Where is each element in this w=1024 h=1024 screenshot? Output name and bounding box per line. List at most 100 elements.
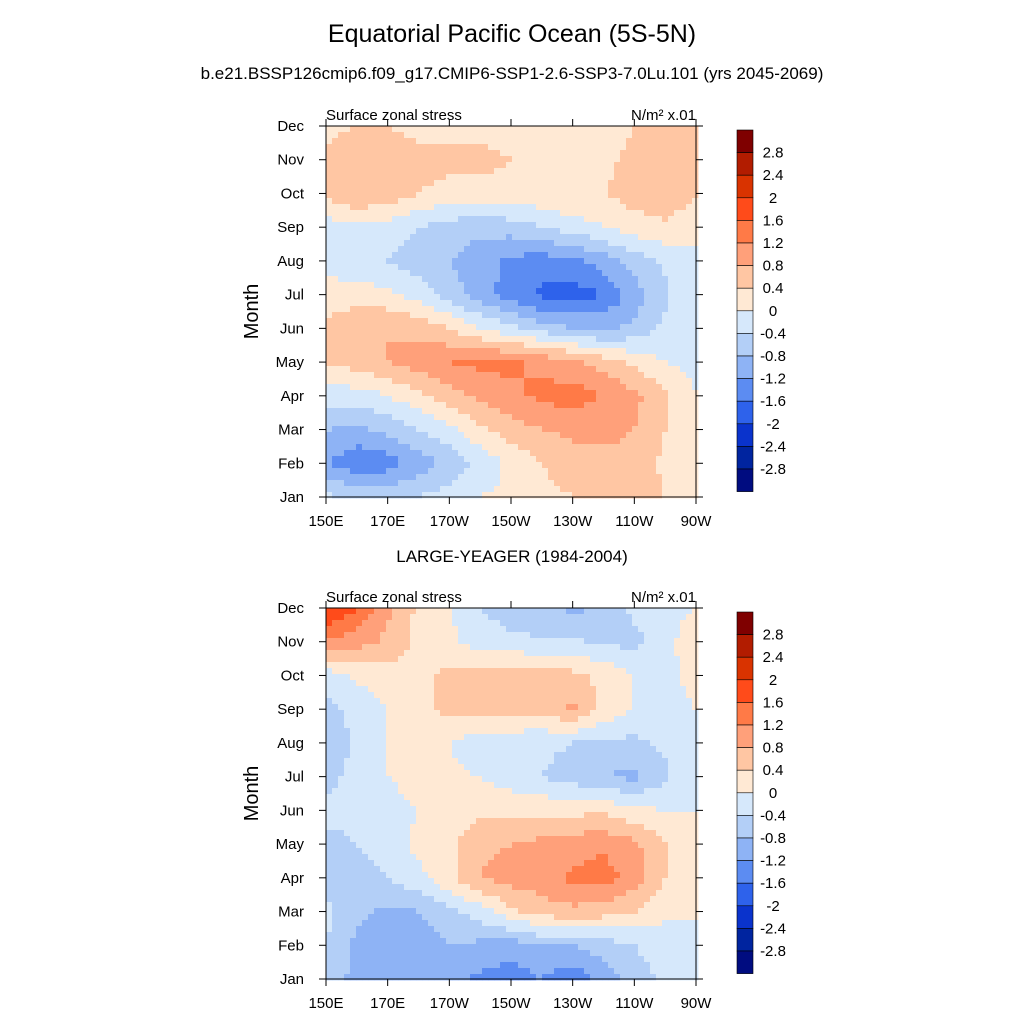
heatmap-cell (470, 704, 477, 711)
heatmap-cell (662, 662, 669, 669)
heatmap-cell (350, 456, 357, 463)
heatmap-cell (488, 438, 495, 445)
heatmap-cell (356, 312, 363, 319)
heatmap-cell (488, 384, 495, 391)
heatmap-cell (518, 306, 525, 313)
heatmap-cell (530, 144, 537, 151)
heatmap-cell (536, 620, 543, 627)
heatmap-cell (554, 480, 561, 487)
heatmap-cell (548, 216, 555, 223)
heatmap-cell (386, 138, 393, 145)
heatmap-cell (404, 216, 411, 223)
heatmap-cell (494, 614, 501, 621)
heatmap-cell (458, 330, 465, 337)
heatmap-cell (326, 144, 333, 151)
heatmap-cell (362, 698, 369, 705)
heatmap-cell (368, 674, 375, 681)
heatmap-cell (404, 156, 411, 163)
heatmap-cell (518, 132, 525, 139)
heatmap-cell (356, 144, 363, 151)
heatmap-cell (416, 644, 423, 651)
heatmap-cell (566, 426, 573, 433)
heatmap-cell (464, 632, 471, 639)
heatmap-cell (512, 414, 519, 421)
heatmap-cell (632, 132, 639, 139)
heatmap-cell (488, 432, 495, 439)
heatmap-cell (470, 444, 477, 451)
heatmap-cell (416, 336, 423, 343)
heatmap-cell (518, 240, 525, 247)
heatmap-cell (458, 668, 465, 675)
heatmap-cell (596, 704, 603, 711)
heatmap-cell (362, 620, 369, 627)
heatmap-cell (434, 638, 441, 645)
heatmap-cell (680, 318, 687, 325)
heatmap-cell (638, 456, 645, 463)
heatmap-cell (452, 270, 459, 277)
heatmap-cell (482, 608, 489, 615)
heatmap-cell (692, 276, 699, 283)
heatmap-cell (596, 228, 603, 235)
heatmap-cell (452, 384, 459, 391)
heatmap-cell (644, 638, 651, 645)
heatmap-cell (338, 668, 345, 675)
heatmap-cell (590, 204, 597, 211)
heatmap-cell (404, 426, 411, 433)
heatmap-cell (434, 444, 441, 451)
heatmap-cell (542, 300, 549, 307)
heatmap-cell (386, 656, 393, 663)
heatmap-cell (518, 354, 525, 361)
heatmap-cell (638, 444, 645, 451)
heatmap-cell (482, 620, 489, 627)
heatmap-cell (470, 270, 477, 277)
heatmap-cell (608, 426, 615, 433)
heatmap-cell (674, 474, 681, 481)
heatmap-cell (476, 644, 483, 651)
heatmap-cell (686, 450, 693, 457)
heatmap-cell (560, 396, 567, 403)
heatmap-cell (404, 420, 411, 427)
heatmap-cell (542, 680, 549, 687)
heatmap-cell (542, 450, 549, 457)
heatmap-cell (422, 294, 429, 301)
heatmap-cell (470, 650, 477, 657)
heatmap-cell (548, 474, 555, 481)
heatmap-cell (374, 276, 381, 283)
heatmap-cell (344, 662, 351, 669)
heatmap-cell (590, 192, 597, 199)
heatmap-cell (446, 426, 453, 433)
heatmap-cell (554, 174, 561, 181)
heatmap-cell (434, 156, 441, 163)
heatmap-cell (434, 198, 441, 205)
heatmap-cell (446, 692, 453, 699)
heatmap-cell (644, 462, 651, 469)
heatmap-cell (446, 138, 453, 145)
heatmap-cell (536, 174, 543, 181)
heatmap-cell (482, 674, 489, 681)
heatmap-cell (470, 204, 477, 211)
heatmap-cell (560, 324, 567, 331)
heatmap-cell (680, 402, 687, 409)
heatmap-cell (608, 216, 615, 223)
heatmap-cell (506, 180, 513, 187)
heatmap-cell (536, 474, 543, 481)
heatmap-cell (434, 162, 441, 169)
heatmap-cell (584, 204, 591, 211)
heatmap-cell (560, 312, 567, 319)
heatmap-cell (548, 698, 555, 705)
heatmap-panel-1: Surface zonal stress N/m² x.01JanFebMarAp… (241, 107, 786, 530)
heatmap-cell (596, 306, 603, 313)
heatmap-cell (584, 234, 591, 241)
heatmap-cell (626, 192, 633, 199)
heatmap-cell (362, 644, 369, 651)
heatmap-cell (506, 132, 513, 139)
heatmap-cell (692, 234, 699, 241)
heatmap-cell (488, 680, 495, 687)
heatmap-cell (650, 396, 657, 403)
heatmap-cell (608, 474, 615, 481)
heatmap-cell (680, 138, 687, 145)
heatmap-cell (674, 468, 681, 475)
heatmap-cell (650, 444, 657, 451)
heatmap-cell (446, 626, 453, 633)
heatmap-cell (410, 668, 417, 675)
